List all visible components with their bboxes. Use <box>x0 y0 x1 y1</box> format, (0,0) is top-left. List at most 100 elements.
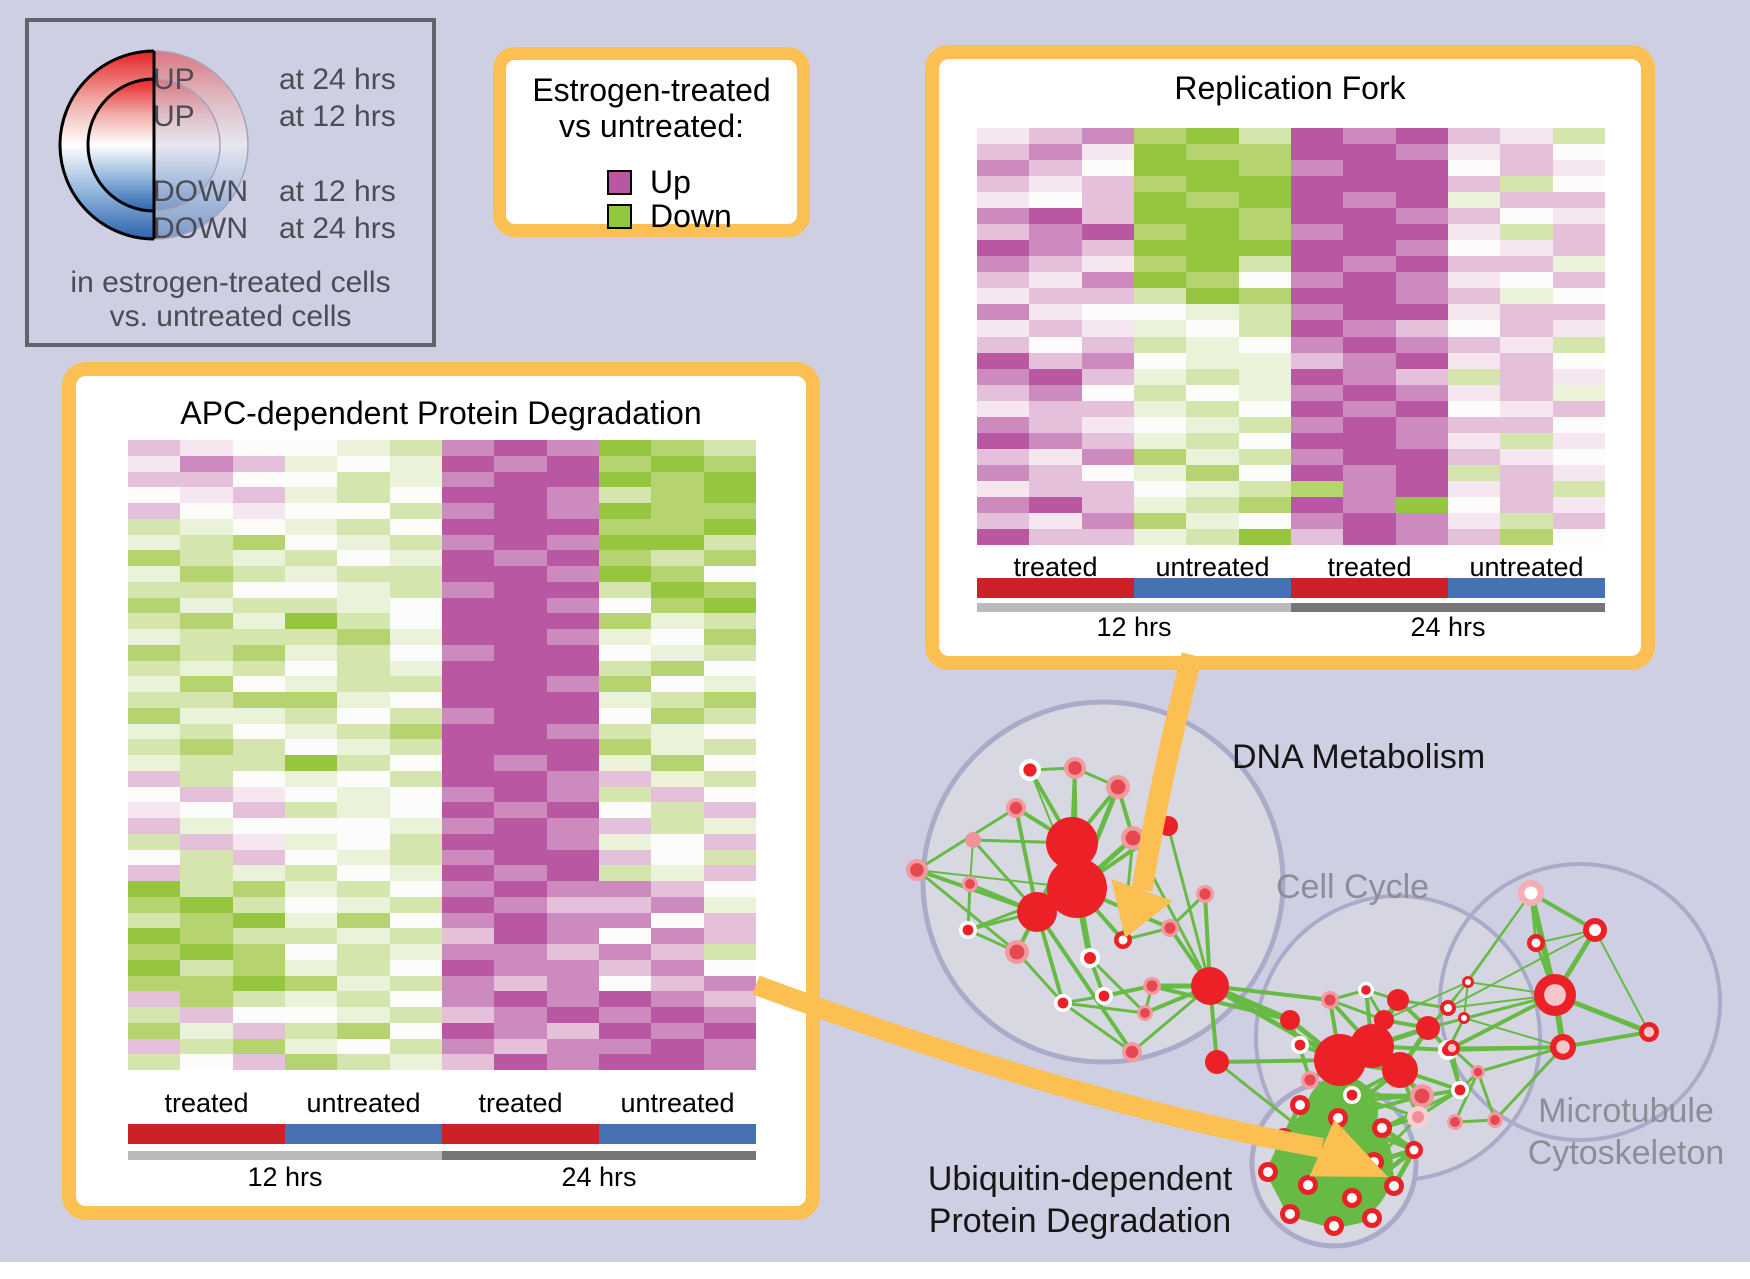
heatmap-cell <box>441 1022 495 1039</box>
replication-heatmap <box>977 128 1605 545</box>
heatmap-cell <box>180 518 233 535</box>
heatmap-cell <box>598 896 652 913</box>
heatmap-cell <box>1186 288 1239 305</box>
untreated-bar <box>599 1124 756 1144</box>
heatmap-cell <box>1133 512 1187 529</box>
heatmap-cell <box>1029 320 1082 337</box>
heatmap-cell <box>389 770 442 787</box>
heatmap-cell <box>337 707 390 724</box>
down-color-swatch <box>607 203 632 229</box>
heatmap-cell <box>1290 224 1344 241</box>
heatmap-cell <box>441 534 495 551</box>
heatmap-cell <box>1500 240 1553 257</box>
heatmap-cell <box>1238 400 1291 417</box>
gene-node <box>1125 830 1141 846</box>
heatmap-cell <box>1500 464 1553 481</box>
heatmap-cell <box>1395 464 1448 481</box>
heatmap-cell <box>1238 208 1291 225</box>
up-label: Up <box>650 163 691 200</box>
heatmap-cell <box>1552 256 1605 273</box>
heatmap-cell <box>232 959 285 976</box>
heatmap-cell <box>598 629 652 645</box>
heatmap-cell <box>651 1007 704 1023</box>
heatmap-cell <box>128 550 181 566</box>
heatmap-cell <box>389 818 442 834</box>
apc-time-labels: 12 hrs 24 hrs <box>128 1162 756 1193</box>
heatmap-cell <box>180 581 233 598</box>
gene-node <box>1068 761 1082 775</box>
heatmap-cell <box>232 566 285 582</box>
heatmap-cell <box>284 581 338 598</box>
heatmap-cell <box>651 802 704 818</box>
axis-label: untreated <box>306 1088 421 1118</box>
heatmap-cell <box>441 881 495 897</box>
heatmap-cell <box>128 865 181 881</box>
heatmap-cell <box>284 991 338 1007</box>
heatmap-cell <box>546 818 599 834</box>
heatmap-cell <box>651 707 704 724</box>
heatmap-cell <box>1552 352 1605 369</box>
heatmap-cell <box>337 550 390 566</box>
heatmap-cell <box>546 975 599 992</box>
heatmap-cell <box>703 613 756 629</box>
apc-heatmap <box>128 440 756 1070</box>
heatmap-cell <box>1343 144 1396 161</box>
heatmap-cell <box>494 597 547 614</box>
heatmap-cell <box>1186 528 1239 545</box>
heatmap-cell <box>1343 448 1396 465</box>
heatmap-cell <box>128 629 181 645</box>
heatmap-cell <box>389 644 442 661</box>
heatmap-cell <box>1186 160 1239 177</box>
heatmap-cell <box>232 802 285 818</box>
heatmap-cell <box>284 975 338 992</box>
heatmap-cell <box>494 550 547 566</box>
heatmap-cell <box>1133 480 1187 497</box>
heatmap-cell <box>1133 368 1187 385</box>
heatmap-cell <box>598 597 652 614</box>
heatmap-cell <box>1343 256 1396 273</box>
heatmap-cell <box>977 400 1030 417</box>
heatmap-cell <box>494 865 547 881</box>
heatmap-cell <box>1447 432 1501 449</box>
gene-node <box>1444 1004 1452 1012</box>
heatmap-cell <box>494 896 547 913</box>
heatmap-cell <box>651 849 704 866</box>
heatmap-cell <box>1395 432 1448 449</box>
heatmap-cell <box>232 928 285 944</box>
heatmap-cell <box>389 597 442 614</box>
heatmap-cell <box>1133 400 1187 417</box>
color-key-title-line2: vs untreated: <box>559 108 744 144</box>
heatmap-cell <box>1343 208 1396 225</box>
gene-node <box>1304 1074 1316 1086</box>
heatmap-cell <box>284 881 338 897</box>
heatmap-cell <box>651 928 704 944</box>
heatmap-cell <box>1395 288 1448 305</box>
heatmap-cell <box>546 896 599 913</box>
heatmap-cell <box>1395 304 1448 321</box>
heatmap-cell <box>1186 304 1239 321</box>
heatmap-cell <box>1343 464 1396 481</box>
heatmap-cell <box>441 928 495 944</box>
heatmap-cell <box>703 629 756 645</box>
heatmap-cell <box>1395 176 1448 193</box>
heatmap-cell <box>1238 272 1291 289</box>
heatmap-cell <box>180 629 233 645</box>
heatmap-cell <box>180 660 233 677</box>
gene-node <box>1382 1052 1418 1088</box>
legend-word: DOWN <box>153 175 248 208</box>
heatmap-cell <box>180 928 233 944</box>
heatmap-cell <box>1395 368 1448 385</box>
heatmap-cell <box>1395 144 1448 161</box>
heatmap-cell <box>441 833 495 850</box>
heatmap-cell <box>1133 224 1187 241</box>
gene-node <box>965 879 975 889</box>
heatmap-cell <box>1029 384 1082 401</box>
heatmap-cell <box>546 1054 599 1070</box>
heatmap-cell <box>180 613 233 629</box>
legend-line-up12: UP at 12 hrs <box>29 100 432 133</box>
color-key-item-down: Down <box>607 198 732 234</box>
heatmap-cell <box>703 991 756 1007</box>
heatmap-cell <box>128 487 181 503</box>
orange-arrow-shaft <box>1131 652 1203 892</box>
heatmap-cell <box>1238 368 1291 385</box>
